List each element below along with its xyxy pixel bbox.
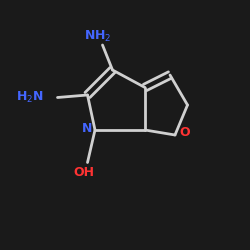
Text: NH$_2$: NH$_2$ <box>84 29 111 44</box>
Text: OH: OH <box>73 166 94 179</box>
Text: O: O <box>179 126 190 140</box>
Text: N: N <box>82 122 92 134</box>
Text: H$_2$N: H$_2$N <box>16 90 44 105</box>
